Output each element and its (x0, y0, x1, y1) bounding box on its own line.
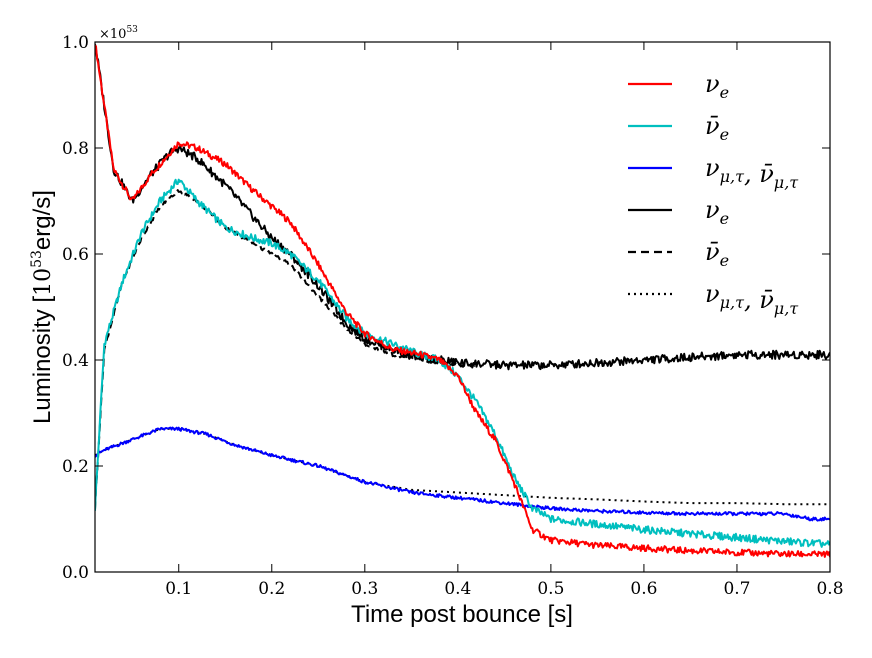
y-multiplier: ×1053 (99, 25, 138, 42)
x-tick-label: 0.1 (165, 579, 192, 599)
legend-label-0: νe (705, 70, 729, 102)
series-line-3 (95, 43, 830, 371)
y-tick-label: 0.0 (62, 563, 89, 583)
x-tick-label: 0.5 (537, 579, 564, 599)
x-axis-title: Time post bounce [s] (351, 601, 573, 628)
legend-label-4: ν̄e (705, 238, 729, 270)
series-line-0 (95, 44, 830, 558)
legend-label-1: ν̄e (705, 112, 729, 144)
x-tick-label: 0.3 (351, 579, 378, 599)
y-tick-label: 1.0 (62, 33, 89, 53)
x-tick-label: 0.7 (723, 579, 750, 599)
x-tick-label: 0.4 (444, 579, 471, 599)
y-tick-label: 0.6 (62, 245, 89, 265)
legend: νe ν̄e νμ,τ, ν̄μ,τ νe ν̄e νμ,τ, ν̄μ,τ (628, 70, 799, 318)
series-line-2 (95, 426, 830, 522)
y-axis-title: Luminosity [1053erg/s] (29, 190, 56, 424)
axis-tick-labels: 0.1 0.2 0.3 0.4 0.5 0.6 0.7 0.8 0.0 0.2 0.4 0.6 0.8 1… (62, 33, 844, 599)
legend-label-5: νμ,τ, ν̄μ,τ (705, 280, 799, 318)
x-tick-label: 0.6 (630, 579, 657, 599)
x-tick-label: 0.8 (816, 579, 843, 599)
series-curves (95, 43, 830, 558)
y-tick-label: 0.2 (62, 457, 89, 477)
axis-ticks (95, 41, 831, 573)
legend-label-3: νe (705, 196, 729, 228)
series-line-4 (95, 189, 477, 510)
y-tick-label: 0.4 (62, 351, 89, 371)
plot-frame (94, 41, 831, 573)
series-line-5 (95, 427, 830, 506)
y-tick-label: 0.8 (62, 139, 89, 159)
legend-label-2: νμ,τ, ν̄μ,τ (705, 154, 799, 192)
x-tick-label: 0.2 (258, 579, 285, 599)
